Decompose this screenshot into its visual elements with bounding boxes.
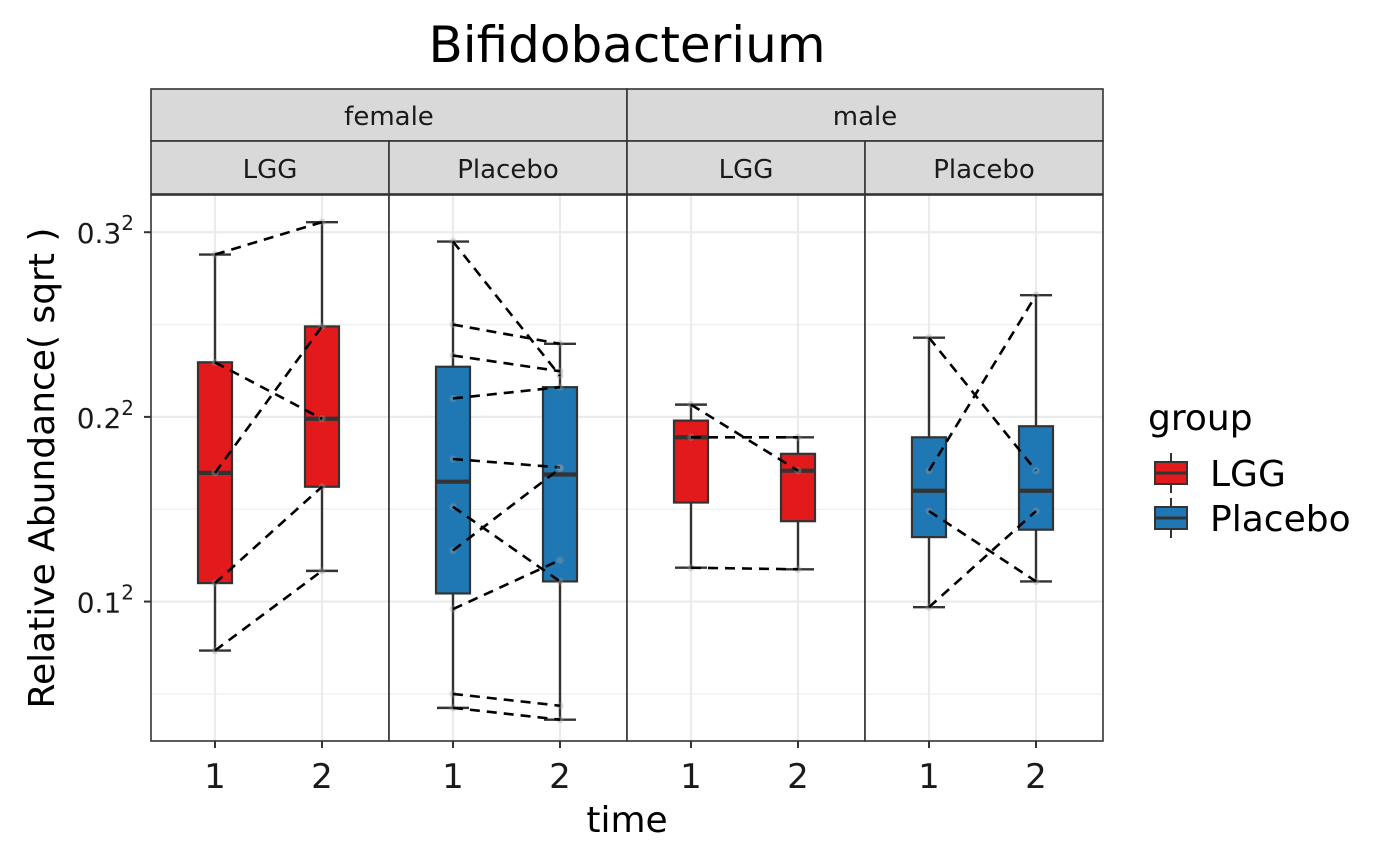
paired-line [214,485,323,585]
strip-sex-label-female: female [344,102,434,132]
strip-group-label: Placebo [457,155,559,185]
paired-line [452,467,561,552]
box-LGG-time-1 [672,419,710,504]
paired-line [927,294,1038,472]
panel-background [151,195,389,741]
paired-line [452,558,561,611]
x-axis-title: time [586,800,667,841]
box-Placebo-time-1 [910,436,948,539]
strip-group-label: LGG [243,155,298,185]
facet-panels: LGG Placebo LGG Placebo [150,140,1104,742]
paired-line [214,220,323,256]
x-tick-label: 2 [1025,757,1047,797]
x-tick-label: 2 [311,757,333,797]
paired-line [927,336,1038,472]
strip-group-label: Placebo [933,155,1035,185]
paired-line [690,403,799,472]
y-tick-exponent: 2 [121,211,134,235]
paired-line [213,325,324,474]
legend-entry-LGG: LGG [1154,453,1286,495]
legend-label: Placebo [1210,499,1351,540]
x-tick-label: 1 [204,757,226,797]
x-tick-label: 1 [918,757,940,797]
panel-background [865,195,1103,741]
data-point-time-2 [556,464,564,473]
strip-sex-male [626,88,1104,142]
y-tick-exponent: 2 [121,396,134,420]
paired-line [452,457,561,469]
paired-line [452,706,561,721]
paired-line [452,692,561,708]
paired-line [690,566,799,571]
chart-title: Bifidobacterium [428,16,825,74]
strip-sex-female [150,88,628,142]
paired-line [452,505,561,583]
strip-group-LGG [150,140,390,195]
legend-label: LGG [1210,454,1286,495]
data-point-time-2 [556,716,564,724]
paired-line [214,361,323,420]
box-Placebo-time-2 [541,386,579,583]
facet-panel-male-Placebo: Placebo [864,140,1104,742]
box-LGG-time-2 [303,325,341,488]
paired-line [928,510,1037,609]
legend-title: group [1148,398,1253,439]
strip-sex-label-male: male [833,102,897,132]
strip-group-Placebo [864,140,1104,195]
x-tick-label: 2 [549,757,571,797]
facet-panel-male-LGG: LGG [626,140,866,742]
legend-entry-Placebo: Placebo [1154,498,1351,540]
paired-line [452,323,561,346]
panel-border [864,194,1104,742]
paired-line [452,385,561,400]
x-tick-label: 1 [680,757,702,797]
x-tick-label: 1 [442,757,464,797]
panel-background [627,195,865,741]
data-point-time-2 [318,567,326,575]
panel-background [389,195,627,741]
facet-panel-female-LGG: LGG [150,140,390,742]
y-tick-exponent: 2 [121,581,134,605]
strip-group-label: LGG [719,155,774,185]
facet-panel-female-Placebo: Placebo [388,140,628,742]
box-LGG-time-2 [779,452,817,523]
strip-group-Placebo [388,140,628,195]
x-tick-label: 2 [787,757,809,797]
facet-strips-top: female male [150,88,1104,142]
data-point-time-2 [556,556,564,564]
paired-line [928,509,1037,583]
paired-line [214,569,323,652]
y-axis-title: Relative Abundance( sqrt ) [22,228,63,709]
paired-line [452,354,561,373]
paired-line [451,240,562,377]
